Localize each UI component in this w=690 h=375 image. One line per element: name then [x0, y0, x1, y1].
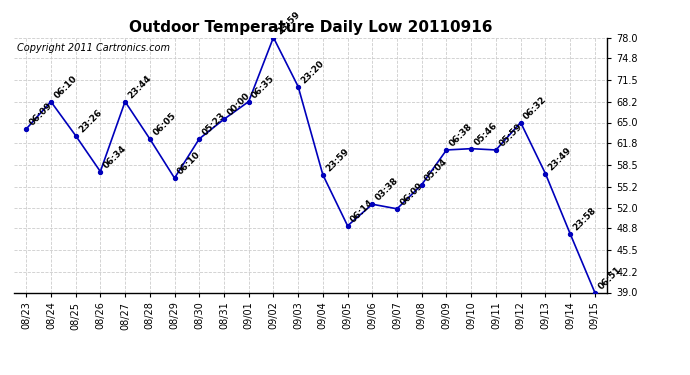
Point	[441, 147, 452, 153]
Text: 06:14: 06:14	[349, 198, 375, 224]
Text: 23:44: 23:44	[126, 74, 153, 100]
Point	[466, 146, 477, 152]
Point	[317, 172, 328, 178]
Text: 23:58: 23:58	[571, 206, 598, 232]
Text: 06:05: 06:05	[151, 111, 177, 138]
Text: 23:26: 23:26	[77, 108, 104, 134]
Text: 00:00: 00:00	[226, 92, 252, 118]
Text: 06:38: 06:38	[448, 122, 475, 148]
Point	[144, 136, 155, 142]
Text: 03:38: 03:38	[374, 176, 400, 203]
Point	[119, 99, 130, 105]
Text: 06:09: 06:09	[398, 181, 425, 207]
Point	[194, 136, 205, 142]
Text: 05:04: 05:04	[423, 157, 450, 183]
Text: 06:09: 06:09	[28, 101, 54, 128]
Point	[21, 126, 32, 132]
Point	[46, 99, 57, 105]
Text: 05:59: 05:59	[497, 122, 524, 148]
Point	[491, 147, 502, 153]
Point	[540, 171, 551, 177]
Point	[169, 175, 180, 181]
Point	[95, 168, 106, 174]
Point	[589, 290, 600, 296]
Point	[219, 116, 230, 122]
Point	[70, 133, 81, 139]
Text: 06:51: 06:51	[596, 265, 623, 291]
Text: 23:49: 23:49	[546, 146, 573, 172]
Text: 06:10: 06:10	[52, 74, 79, 100]
Point	[416, 182, 427, 188]
Point	[342, 223, 353, 229]
Point	[391, 206, 402, 212]
Point	[293, 84, 304, 90]
Text: 05:46: 05:46	[473, 121, 499, 147]
Text: 06:32: 06:32	[522, 94, 549, 121]
Point	[564, 231, 575, 237]
Title: Outdoor Temperature Daily Low 20110916: Outdoor Temperature Daily Low 20110916	[129, 20, 492, 35]
Text: 06:35: 06:35	[250, 74, 277, 100]
Point	[367, 201, 378, 207]
Text: 05:23: 05:23	[201, 111, 227, 138]
Text: 23:59: 23:59	[324, 147, 351, 173]
Point	[268, 34, 279, 40]
Text: 06:34: 06:34	[101, 144, 128, 170]
Text: 23:59: 23:59	[275, 9, 302, 36]
Text: Copyright 2011 Cartronics.com: Copyright 2011 Cartronics.com	[17, 43, 170, 52]
Point	[515, 120, 526, 126]
Point	[243, 99, 254, 105]
Text: 23:20: 23:20	[299, 58, 326, 85]
Text: 06:10: 06:10	[176, 150, 202, 177]
